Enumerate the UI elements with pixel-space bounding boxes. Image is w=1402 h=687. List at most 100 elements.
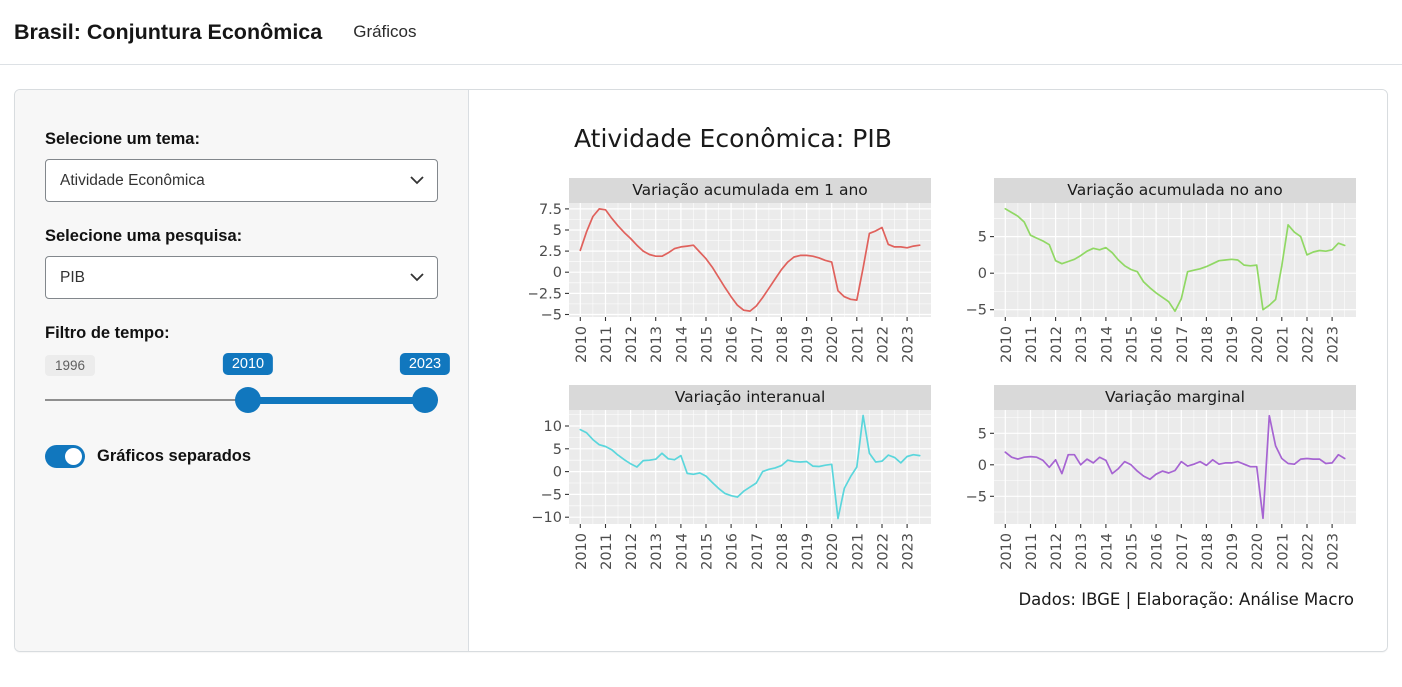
svg-text:−5: −5 [541,308,562,324]
facet-variacao-marginal: Variação marginal 5 0 −5 2010 2011 2012 2013 20… [954,385,1356,574]
svg-text:5: 5 [553,223,562,239]
tema-select[interactable]: Atividade Econômica [45,159,438,202]
svg-text:2015: 2015 [700,326,716,363]
svg-text:2016: 2016 [725,533,741,570]
svg-text:2019: 2019 [1225,533,1241,570]
svg-text:2010: 2010 [574,326,590,363]
svg-text:2011: 2011 [599,326,615,363]
facet-plot: 7.5 5 2.5 0 −2.5 −5 2010 2011 2012 2013 2014 2015 20… [529,203,931,363]
facet-plot: 5 0 −5 2010 2011 2012 2013 2014 2015 2016 2017 2018… [966,203,1356,363]
time-range-slider[interactable]: 1996 2010 2023 [45,353,451,423]
svg-text:−10: −10 [531,510,562,526]
svg-text:2011: 2011 [1024,326,1040,363]
svg-text:5: 5 [553,442,562,458]
svg-text:2021: 2021 [850,533,866,570]
svg-text:2011: 2011 [599,533,615,570]
svg-text:2022: 2022 [1301,533,1317,570]
svg-text:2012: 2012 [1049,533,1065,570]
svg-text:−5: −5 [541,487,562,503]
svg-text:2021: 2021 [1275,533,1291,570]
svg-text:2020: 2020 [825,533,841,570]
tempo-label: Filtro de tempo: [45,324,170,342]
plot-title: Atividade Econômica: PIB [574,124,892,153]
svg-text:2014: 2014 [674,533,690,570]
svg-text:2016: 2016 [725,326,741,363]
svg-text:2013: 2013 [649,326,665,363]
svg-text:7.5: 7.5 [539,203,562,218]
svg-text:0: 0 [553,265,562,281]
svg-text:2023: 2023 [901,533,917,570]
svg-text:2022: 2022 [876,533,892,570]
svg-text:2019: 2019 [1225,326,1241,363]
tema-label: Selecione um tema: [45,130,200,148]
facet-variacao-interanual: Variação interanual 10 5 0 −5 −10 2010 2011 201… [529,385,931,574]
svg-text:2023: 2023 [1326,533,1342,570]
svg-text:2018: 2018 [1200,533,1216,570]
svg-text:2013: 2013 [1074,326,1090,363]
svg-text:2018: 2018 [775,533,791,570]
svg-text:2019: 2019 [800,326,816,363]
tab-graficos[interactable]: Gráficos [353,22,417,41]
svg-text:2012: 2012 [624,533,640,570]
svg-text:2016: 2016 [1150,326,1166,363]
svg-text:2017: 2017 [1175,533,1191,570]
svg-text:0: 0 [553,465,562,481]
svg-text:2015: 2015 [1125,326,1141,363]
svg-text:2010: 2010 [999,326,1015,363]
facet-strip-title: Variação acumulada em 1 ano [569,178,931,203]
slider-handle-from[interactable] [235,387,261,413]
svg-text:2012: 2012 [624,326,640,363]
svg-text:2012: 2012 [1049,326,1065,363]
svg-text:2020: 2020 [1250,533,1266,570]
svg-text:2011: 2011 [1024,533,1040,570]
svg-text:2013: 2013 [649,533,665,570]
separate-charts-label: Gráficos separados [97,447,252,465]
pesquisa-select[interactable]: PIB [45,256,438,299]
svg-text:2016: 2016 [1150,533,1166,570]
svg-text:2023: 2023 [1326,326,1342,363]
sidebar: Selecione um tema: Atividade Econômica S… [15,90,469,651]
svg-text:2010: 2010 [999,533,1015,570]
svg-text:2013: 2013 [1074,533,1090,570]
svg-text:2017: 2017 [750,533,766,570]
facet-variacao-acumulada-no-ano: Variação acumulada no ano 5 0 −5 2010 2011 20… [954,178,1356,367]
svg-text:−2.5: −2.5 [529,286,562,302]
svg-text:2015: 2015 [1125,533,1141,570]
svg-text:2017: 2017 [1175,326,1191,363]
svg-text:−5: −5 [966,303,987,319]
svg-text:2018: 2018 [775,326,791,363]
svg-text:−5: −5 [966,489,987,505]
facet-variacao-acumulada-1-ano: Variação acumulada em 1 ano 7.5 5 2.5 0 −2.5… [529,178,931,367]
facet-strip-title: Variação marginal [994,385,1356,410]
facet-strip-title: Variação acumulada no ano [994,178,1356,203]
toggle-knob [65,448,82,465]
plot-caption: Dados: IBGE | Elaboração: Análise Macro [1018,590,1354,609]
svg-text:2023: 2023 [901,326,917,363]
svg-text:2020: 2020 [1250,326,1266,363]
svg-text:10: 10 [544,419,562,435]
app-header: Brasil: Conjuntura Econômica Gráficos [0,0,1402,65]
svg-text:2019: 2019 [800,533,816,570]
slider-min-label: 1996 [45,355,96,376]
facet-plot: 5 0 −5 2010 2011 2012 2013 2014 2015 2016 2017 2018… [966,410,1356,570]
svg-text:2.5: 2.5 [539,244,562,260]
svg-text:2021: 2021 [1275,326,1291,363]
facet-strip-title: Variação interanual [569,385,931,410]
slider-handle-to[interactable] [412,387,438,413]
main-panel: Atividade Econômica: PIB Variação acumul… [469,90,1387,651]
svg-text:2015: 2015 [700,533,716,570]
facet-plot: 10 5 0 −5 −10 2010 2011 2012 2013 2014 2015 2016 201… [531,410,931,570]
svg-text:2018: 2018 [1200,326,1216,363]
svg-text:2014: 2014 [1099,533,1115,570]
page-title: Brasil: Conjuntura Econômica [14,19,323,44]
svg-text:2022: 2022 [876,326,892,363]
svg-text:0: 0 [978,458,987,474]
separate-charts-toggle[interactable] [45,445,85,468]
svg-text:2014: 2014 [1099,326,1115,363]
svg-text:2014: 2014 [674,326,690,363]
pesquisa-label: Selecione uma pesquisa: [45,227,243,245]
svg-text:2010: 2010 [574,533,590,570]
layout-container: Selecione um tema: Atividade Econômica S… [14,89,1388,652]
svg-text:0: 0 [978,266,987,282]
slider-from-value: 2010 [222,353,274,375]
